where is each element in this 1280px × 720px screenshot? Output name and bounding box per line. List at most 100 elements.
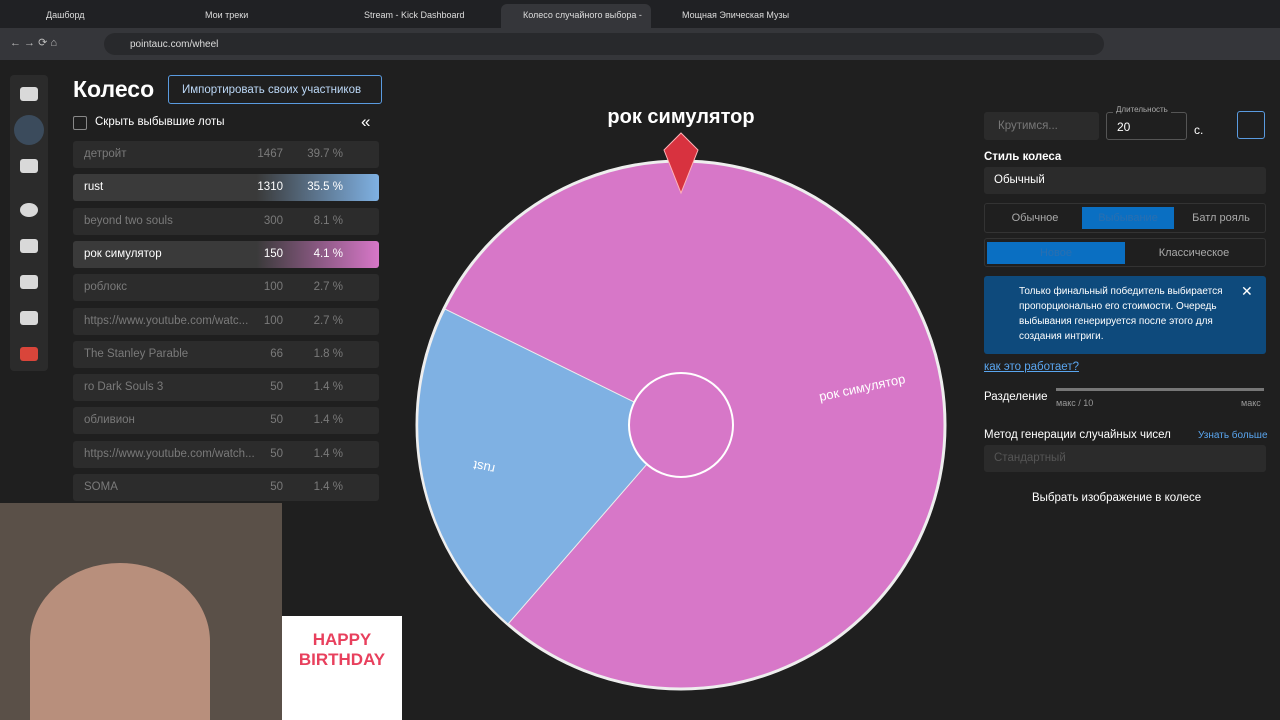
browser-tab[interactable]: Мои треки — [183, 4, 333, 28]
lot-row[interactable]: rust 1310 35.5 % — [73, 174, 379, 202]
lot-amount: 100 — [263, 281, 283, 294]
lot-amount: 1467 — [257, 148, 283, 160]
variant-tab[interactable]: Новое — [987, 242, 1125, 264]
lot-percent: 2.7 % — [313, 281, 343, 294]
stats-icon[interactable] — [20, 159, 38, 173]
lot-percent: 1.4 % — [313, 447, 343, 460]
info-box: Только финальный победитель выбирается п… — [984, 276, 1266, 354]
checkbox[interactable] — [73, 116, 87, 130]
birthday-text: HAPPY BIRTHDAY — [298, 630, 386, 669]
variant-tab[interactable]: Классическое — [1158, 247, 1230, 259]
lot-percent: 35.5 % — [307, 181, 343, 194]
info-close[interactable]: ✕ — [1241, 283, 1253, 299]
wheel-pointer — [663, 132, 699, 195]
browser-tab[interactable]: Колесо случайного выбора - — [501, 4, 651, 28]
split-slider[interactable] — [1056, 388, 1264, 391]
lot-name: детройт — [84, 148, 127, 160]
wheel-title: рок симулятор — [607, 106, 754, 128]
lot-row[interactable]: The Stanley Parable 66 1.8 % — [73, 340, 379, 368]
lot-row[interactable]: рок симулятор 150 4.1 % — [73, 240, 379, 268]
rng-label: Метод генерации случайных чисел — [984, 429, 1171, 441]
lot-name: https://www.youtube.com/watc... — [84, 314, 249, 327]
nav-icons: ← → ⟳ ⌂ — [10, 37, 58, 49]
style-label: Стиль колеса — [984, 151, 1062, 163]
mode-tab[interactable]: Батл рояль — [1192, 212, 1250, 224]
variant-tabs: Новое Классическое — [984, 238, 1266, 267]
rng-select[interactable]: Стандартный — [984, 445, 1266, 472]
browser-tab[interactable]: Stream - Kick Dashboard — [342, 4, 492, 28]
birthday-sticker: HAPPY BIRTHDAY — [282, 616, 402, 720]
checkbox-label: Скрыть выбывшие лоты — [95, 116, 225, 128]
layers-icon[interactable] — [20, 239, 38, 253]
lot-row[interactable]: роблокс 100 2.7 % — [73, 274, 379, 302]
url-field[interactable]: pointauc.com/wheel — [104, 33, 1104, 55]
lot-name: https://www.youtube.com/watch... — [84, 447, 254, 460]
lot-name: роблокс — [84, 281, 128, 294]
spin-button[interactable]: Крутимся... — [984, 112, 1099, 140]
lot-row[interactable]: beyond two souls 300 8.1 % — [73, 207, 379, 235]
duration-input[interactable]: 20 — [1106, 112, 1187, 140]
lot-name: рок симулятор — [84, 247, 162, 260]
lot-name: ro Dark Souls 3 — [84, 381, 164, 394]
lot-name: обливион — [84, 414, 135, 427]
tab-title: Дашборд — [46, 10, 85, 20]
lot-percent: 39.7 % — [307, 148, 343, 160]
auction-icon[interactable] — [20, 87, 38, 101]
collapse-button[interactable]: « — [361, 112, 371, 131]
shield-icon[interactable] — [20, 275, 38, 289]
logout-icon[interactable] — [20, 347, 38, 361]
lot-amount: 300 — [263, 214, 283, 227]
mode-tab[interactable]: Выбывание — [1082, 207, 1174, 229]
lot-row[interactable]: обливион 50 1.4 % — [73, 407, 379, 435]
lot-row[interactable]: ro Dark Souls 3 50 1.4 % — [73, 374, 379, 402]
lot-amount: 150 — [263, 247, 283, 260]
mode-tab[interactable]: Обычное — [1011, 212, 1059, 224]
lot-row[interactable]: https://www.youtube.com/watch... 50 1.4 % — [73, 440, 379, 468]
wheel-area: рок симулятор рок симулятор rust — [415, 106, 947, 691]
webcam — [0, 503, 282, 720]
browser-tab[interactable]: Мощная Эпическая Музы — [660, 4, 810, 28]
settings-icon[interactable] — [20, 203, 38, 217]
wheel-slice-blue — [417, 308, 682, 625]
lot-percent: 8.1 % — [313, 214, 343, 227]
video-icon[interactable] — [20, 311, 38, 325]
lot-name: SOMA — [84, 481, 118, 493]
lot-amount: 100 — [263, 314, 283, 327]
mode-tabs: Обычное Выбывание Батл рояль — [984, 203, 1266, 233]
image-button[interactable]: Выбрать изображение в колесе — [1032, 492, 1202, 504]
lot-name: rust — [84, 181, 104, 194]
lot-row[interactable]: SOMA 50 1.4 % — [73, 474, 379, 501]
lot-name: beyond two souls — [84, 214, 173, 227]
lot-percent: 1.4 % — [313, 381, 343, 394]
webcam-person — [30, 563, 210, 720]
music-button[interactable] — [1237, 111, 1265, 139]
style-select[interactable]: Обычный — [984, 167, 1266, 194]
wheel-center — [628, 372, 734, 478]
rng-more[interactable]: Узнать больше — [1198, 430, 1268, 441]
how-link[interactable]: как это работает? — [984, 361, 1079, 373]
lot-amount: 1310 — [257, 181, 283, 194]
lot-row[interactable]: https://www.youtube.com/watc... 100 2.7 % — [73, 307, 379, 335]
lot-percent: 1.4 % — [313, 481, 343, 493]
tab-title: Stream - Kick Dashboard — [364, 10, 465, 20]
sidebar — [10, 75, 48, 371]
lot-percent: 4.1 % — [313, 247, 343, 260]
lot-amount: 50 — [270, 447, 283, 460]
slice-label: rust — [472, 458, 497, 477]
wheel-icon-active[interactable] — [14, 115, 44, 145]
lot-amount: 50 — [270, 381, 283, 394]
tab-title: Мои треки — [205, 10, 249, 20]
duration-label: Длительность — [1113, 105, 1171, 114]
browser-tab[interactable]: Дашборд — [24, 4, 174, 28]
lot-amount: 66 — [270, 347, 283, 360]
lot-percent: 1.8 % — [313, 347, 343, 360]
lot-name: The Stanley Parable — [84, 347, 189, 360]
duration-unit: с. — [1194, 123, 1204, 137]
import-button[interactable]: Импортировать своих участников — [168, 75, 382, 104]
lot-row[interactable]: детройт 1467 39.7 % — [73, 141, 379, 168]
lot-percent: 2.7 % — [313, 314, 343, 327]
tab-title: Мощная Эпическая Музы — [682, 10, 790, 20]
split-max: макс — [1241, 398, 1261, 408]
lot-amount: 50 — [270, 481, 283, 493]
